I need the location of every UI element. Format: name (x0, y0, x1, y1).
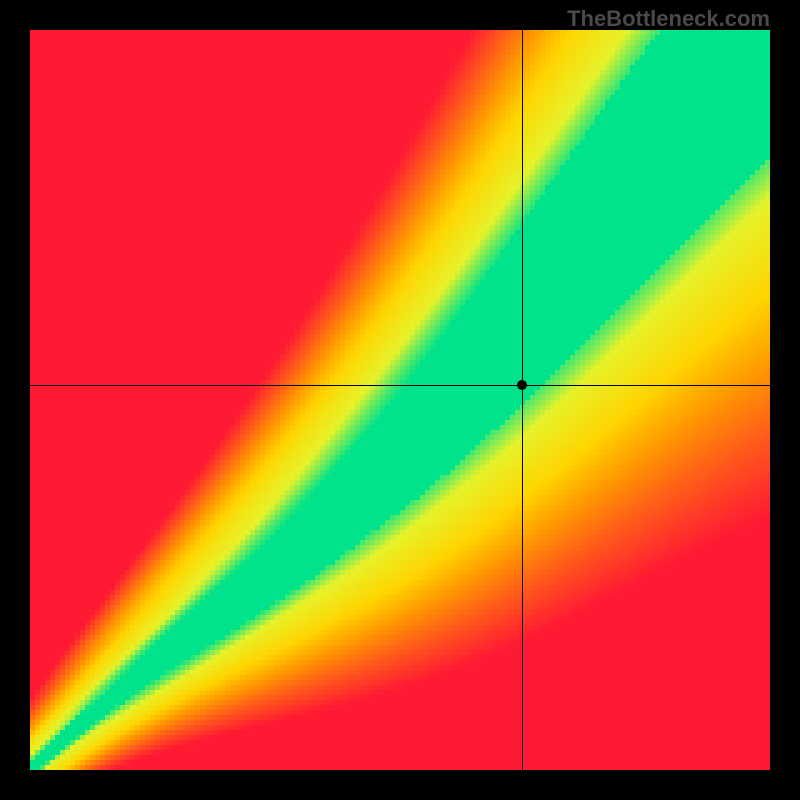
heatmap-canvas (30, 30, 770, 770)
watermark-text: TheBottleneck.com (567, 6, 770, 32)
crosshair-horizontal (30, 385, 770, 386)
crosshair-vertical (522, 30, 523, 770)
chart-container: TheBottleneck.com (0, 0, 800, 800)
plot-area (30, 30, 770, 770)
data-point-marker (517, 380, 527, 390)
